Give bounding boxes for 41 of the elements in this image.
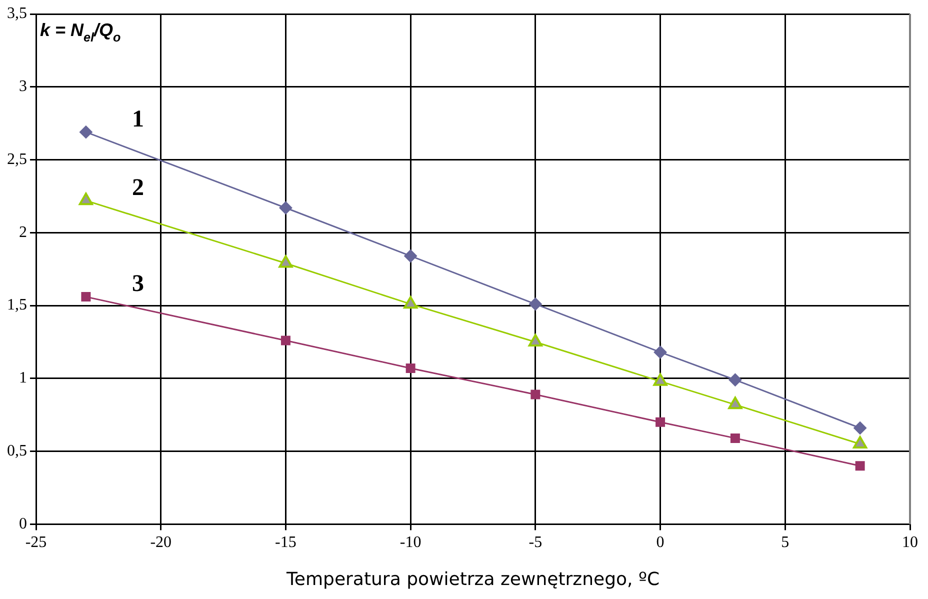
point <box>404 249 418 262</box>
y-tick-label: 2,5 <box>7 150 27 168</box>
y-tick-label: 1,5 <box>7 296 27 314</box>
point <box>528 334 542 346</box>
point <box>852 436 868 449</box>
point <box>278 255 293 268</box>
point <box>79 126 92 139</box>
series-label: 3 <box>132 271 144 297</box>
point <box>279 201 292 214</box>
point <box>728 396 742 410</box>
x-axis-title: Temperatura powietrza zewnętrznego, ºC <box>285 568 660 590</box>
x-tick-label: 0 <box>656 534 664 552</box>
point <box>81 292 91 302</box>
x-tick-label: 5 <box>781 534 790 552</box>
point <box>730 433 740 443</box>
y-tick-label: 1 <box>19 370 27 387</box>
y-tick-label: 0,5 <box>7 442 27 460</box>
series-label: 2 <box>132 174 144 201</box>
point <box>656 417 666 427</box>
series-label: 1 <box>132 106 144 132</box>
point <box>728 373 742 386</box>
point <box>654 346 667 359</box>
x-tick-label: -15 <box>275 534 296 552</box>
point <box>280 336 290 346</box>
point <box>854 421 867 434</box>
point <box>855 461 865 471</box>
point <box>653 373 668 386</box>
y-tick-label: 0 <box>19 515 27 532</box>
x-tick-label: -10 <box>400 534 422 552</box>
y-tick-label: 2 <box>19 224 27 241</box>
x-tick-label: -5 <box>528 534 542 552</box>
x-tick-label: -25 <box>25 534 47 552</box>
x-tick-label: -20 <box>150 534 172 552</box>
point <box>406 363 416 373</box>
y-tick-label: 3 <box>19 78 27 96</box>
point <box>530 390 540 400</box>
point <box>528 298 542 311</box>
point <box>78 192 94 206</box>
y-tick-label: 3,5 <box>7 5 27 22</box>
x-tick-label: 10 <box>902 534 918 552</box>
point <box>404 296 418 309</box>
